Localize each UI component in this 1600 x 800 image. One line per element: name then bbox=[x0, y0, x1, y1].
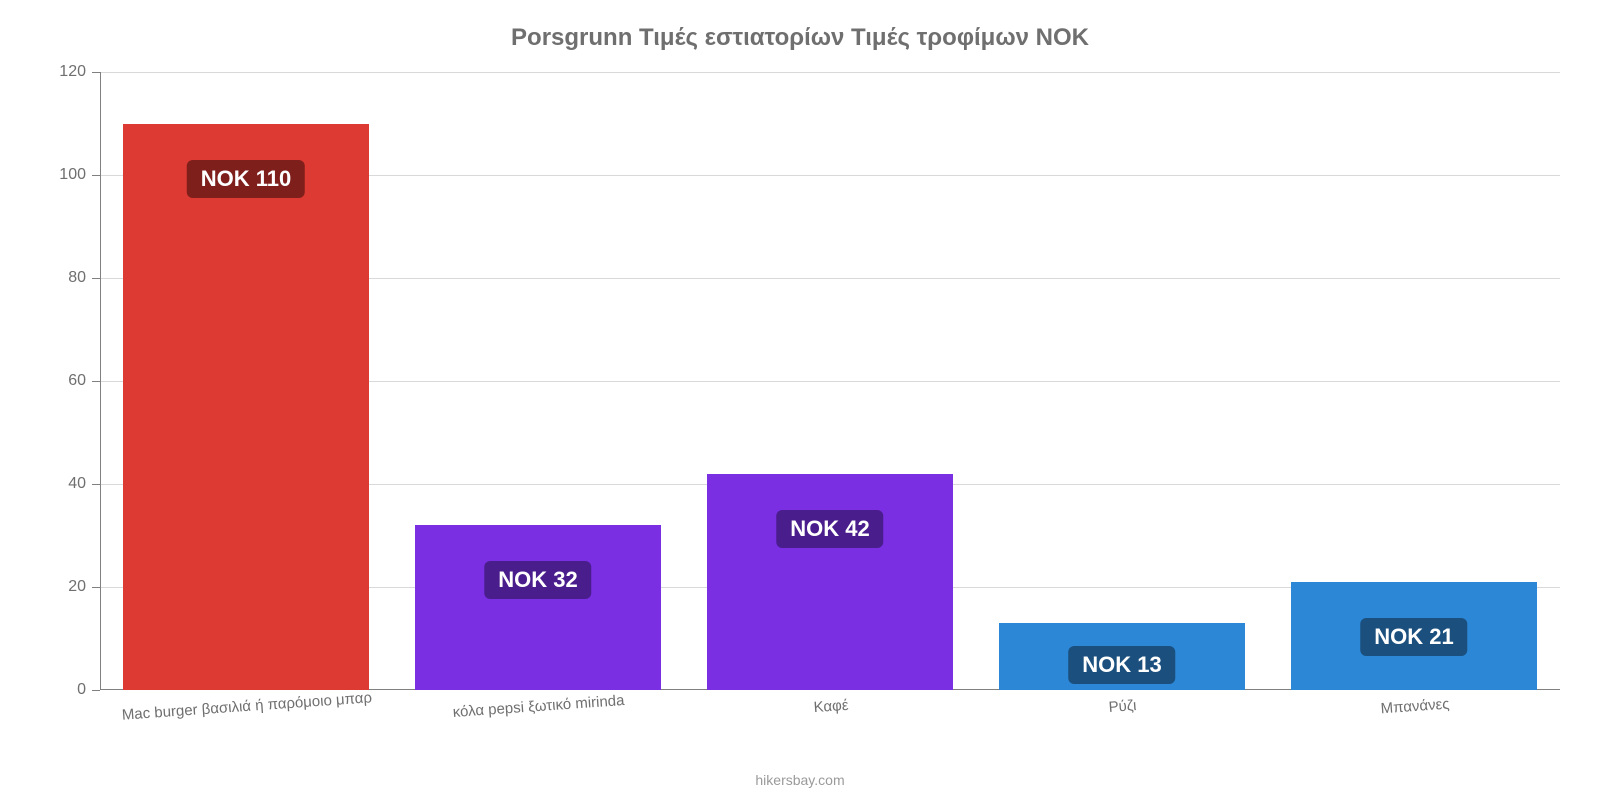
bar-slot: NOK 42 bbox=[684, 72, 976, 690]
attribution-text: hikersbay.com bbox=[0, 772, 1600, 788]
bar: NOK 42 bbox=[707, 474, 952, 690]
chart-title: Porsgrunn Τιμές εστιατορίων Τιμές τροφίμ… bbox=[0, 0, 1600, 52]
bar: NOK 32 bbox=[415, 525, 660, 690]
bar-slot: NOK 13 bbox=[976, 72, 1268, 690]
x-axis-label: Μπανάνες bbox=[1380, 696, 1450, 718]
value-badge: NOK 42 bbox=[776, 510, 883, 548]
value-badge: NOK 21 bbox=[1360, 618, 1467, 656]
bars-group: NOK 110 NOK 32 NOK 42 NOK 13 NOK 21 bbox=[100, 72, 1560, 690]
plot-area: NOK 110NOK 32NOK 42NOK 13NOK 21 Mac burg… bbox=[100, 72, 1560, 690]
value-badge: NOK 110 bbox=[187, 160, 306, 198]
bar: NOK 13 bbox=[999, 623, 1244, 690]
bar: NOK 110 bbox=[123, 124, 368, 691]
bar-slot: NOK 110 bbox=[100, 72, 392, 690]
value-badge: NOK 32 bbox=[484, 561, 591, 599]
value-badge: NOK 13 bbox=[1068, 646, 1175, 684]
y-tick-mark bbox=[92, 587, 100, 588]
y-tick-mark bbox=[92, 690, 100, 691]
y-tick-mark bbox=[92, 381, 100, 382]
x-axis-label: κόλα pepsi ξωτικό mirinda bbox=[452, 692, 625, 721]
y-tick-mark bbox=[92, 72, 100, 73]
y-tick-mark bbox=[92, 278, 100, 279]
chart-container: Porsgrunn Τιμές εστιατορίων Τιμές τροφίμ… bbox=[0, 0, 1600, 800]
x-axis-label: Καφέ bbox=[813, 697, 849, 716]
x-axis-label: Mac burger βασιλιά ή παρόμοιο μπαρ bbox=[121, 689, 372, 723]
y-tick-mark bbox=[92, 484, 100, 485]
x-axis-label: Ρύζι bbox=[1108, 697, 1137, 716]
y-tick-mark bbox=[92, 175, 100, 176]
bar-slot: NOK 32 bbox=[392, 72, 684, 690]
bar: NOK 21 bbox=[1291, 582, 1536, 690]
bar-slot: NOK 21 bbox=[1268, 72, 1560, 690]
